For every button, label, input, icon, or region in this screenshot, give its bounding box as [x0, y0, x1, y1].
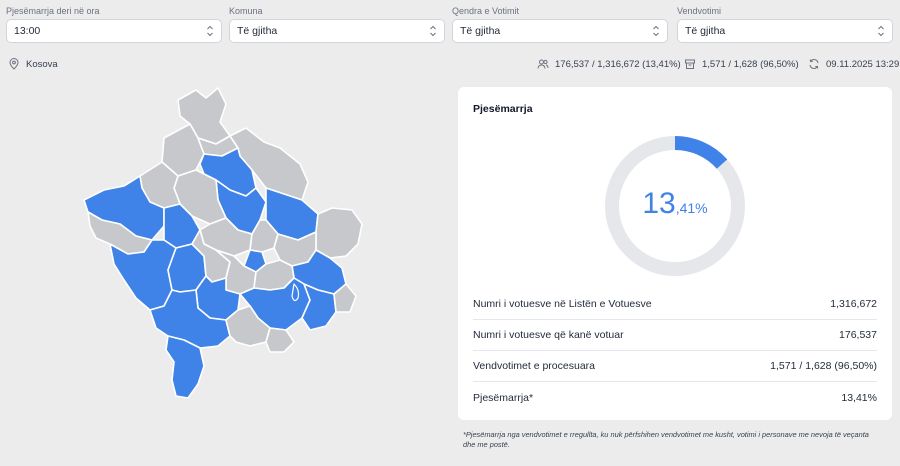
map-lake	[291, 283, 300, 302]
voters-stat-text: 176,537 / 1,316,672 (13,41%)	[555, 58, 681, 70]
filter-station: Vendvotimi Të gjitha	[677, 6, 893, 43]
updown-chevron-icon	[878, 25, 884, 37]
map-region-leposaviq[interactable]	[177, 87, 231, 145]
turnout-dec: ,41%	[675, 200, 708, 216]
municipality-select[interactable]: Të gjitha	[229, 19, 445, 43]
row-label: Vendvotimet e procesuara	[473, 360, 595, 372]
stats-table: Numri i votuesve në Listën e Votuesve 1,…	[473, 289, 877, 413]
municipality-select-value: Të gjitha	[237, 25, 278, 37]
map-region-viti[interactable]	[301, 283, 337, 331]
updown-chevron-icon	[653, 25, 659, 37]
row-value: 1,571 / 1,628 (96,50%)	[770, 360, 877, 372]
updown-chevron-icon	[430, 25, 436, 37]
station-select[interactable]: Të gjitha	[677, 19, 893, 43]
updown-chevron-icon	[207, 25, 213, 37]
footnote: *Pjesëmarrja nga vendvotimet e rregullta…	[463, 430, 869, 449]
turnout-donut	[605, 136, 745, 276]
row-label: Numri i votuesve që kanë votuar	[473, 329, 624, 341]
turnout-int: 13	[642, 187, 676, 220]
turnout-value: 13,41%	[604, 187, 746, 221]
row-value: 1,316,672	[830, 298, 877, 310]
hour-select[interactable]: 13:00	[6, 19, 222, 43]
map-pin-icon	[9, 58, 19, 70]
row-value: 13,41%	[841, 391, 877, 404]
filter-station-label: Vendvotimi	[677, 6, 722, 16]
stations-stat-text: 1,571 / 1,628 (96,50%)	[702, 58, 799, 70]
card-title: Pjesëmarrja	[473, 103, 533, 115]
info-bar: Kosova 176,537 / 1,316,672 (13,41%) 1,57…	[0, 58, 900, 74]
users-icon	[537, 59, 549, 69]
location-text: Kosova	[26, 58, 58, 70]
map-region-dragash[interactable]	[165, 335, 205, 399]
filter-center: Qendra e Votimit Të gjitha	[452, 6, 668, 43]
center-select-value: Të gjitha	[460, 25, 501, 37]
map-region-kacanik[interactable]	[265, 327, 295, 353]
hour-select-value: 13:00	[14, 25, 41, 37]
station-select-value: Të gjitha	[685, 25, 726, 37]
ballot-box-icon	[685, 59, 695, 69]
table-row: Numri i votuesve në Listën e Votuesve 1,…	[473, 289, 877, 320]
table-row: Vendvotimet e procesuara 1,571 / 1,628 (…	[473, 351, 877, 382]
map-region-novoberde[interactable]	[333, 283, 357, 313]
refresh-icon	[809, 59, 819, 69]
filter-hour: Pjesëmarrja deri në ora 13:00	[6, 6, 222, 43]
center-select[interactable]: Të gjitha	[452, 19, 668, 43]
stations-stat: 1,571 / 1,628 (96,50%)	[684, 58, 799, 70]
table-row: Pjesëmarrja* 13,41%	[473, 382, 877, 413]
row-label: Numri i votuesve në Listën e Votuesve	[473, 298, 652, 310]
filter-municipality: Komuna Të gjitha	[229, 6, 445, 43]
filter-municipality-label: Komuna	[229, 6, 263, 16]
map-region-east[interactable]	[315, 207, 363, 259]
updated-stat-text: 09.11.2025 13:29	[826, 58, 900, 70]
updated-stat: 09.11.2025 13:29	[808, 58, 899, 70]
turnout-card: Pjesëmarrja 13,41% Numri i votuesve në L…	[458, 87, 892, 420]
row-label: Pjesëmarrja*	[473, 391, 534, 404]
filter-hour-label: Pjesëmarrja deri në ora	[6, 6, 100, 16]
kosovo-municipalities-map	[83, 87, 363, 399]
row-value: 176,537	[839, 329, 877, 341]
table-row: Numri i votuesve që kanë votuar 176,537	[473, 320, 877, 351]
donut-progress	[674, 136, 728, 169]
location-label: Kosova	[8, 58, 58, 70]
filter-center-label: Qendra e Votimit	[452, 6, 520, 16]
voters-stat: 176,537 / 1,316,672 (13,41%)	[537, 58, 681, 70]
